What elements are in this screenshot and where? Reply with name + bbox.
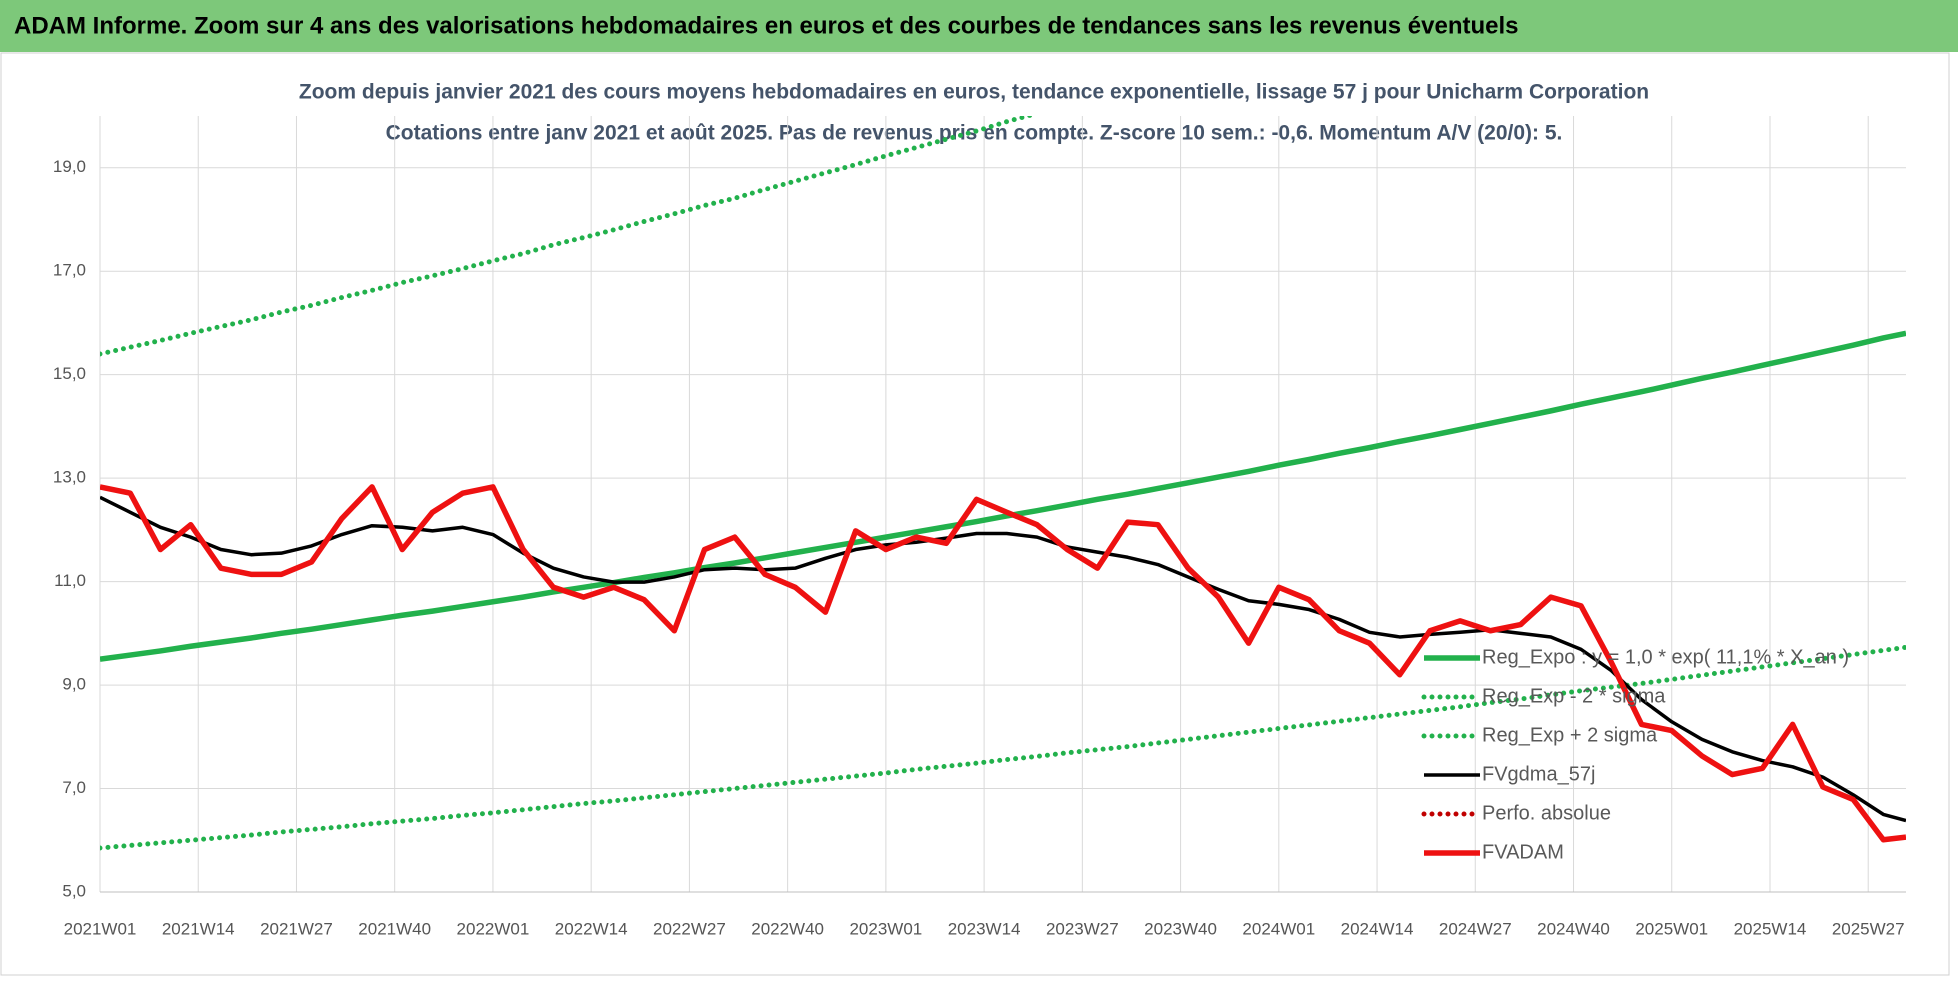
x-tick-label: 2021W14 [162,919,235,938]
y-tick-label: 11,0 [54,571,86,590]
banner-bg [0,0,1958,52]
x-tick-label: 2023W27 [1046,919,1119,938]
x-tick-label: 2025W14 [1734,919,1807,938]
series-line [100,495,1906,823]
x-tick-label: 2021W40 [358,919,431,938]
chart-subtitle: Cotations entre janv 2021 et août 2025. … [386,122,1563,145]
series-line [100,644,1906,851]
chart-title: Zoom depuis janvier 2021 des cours moyen… [299,81,1649,104]
x-tick-label: 2021W27 [260,919,333,938]
y-tick-label: 7,0 [62,778,86,797]
x-tick-label: 2024W01 [1242,919,1315,938]
legend-label: FVgdma_57j [1482,763,1595,785]
x-tick-label: 2022W27 [653,919,726,938]
x-tick-label: 2022W14 [555,919,628,938]
x-tick-label: 2023W01 [849,919,922,938]
legend-label: Reg_Exp - 2 * sigma [1482,685,1666,707]
legend-label: FVADAM [1482,841,1564,863]
x-tick-label: 2023W40 [1144,919,1217,938]
y-tick-label: 15,0 [53,364,86,383]
y-tick-label: 19,0 [53,157,86,176]
series-line [100,484,1906,843]
x-tick-label: 2021W01 [64,919,137,938]
y-tick-label: 17,0 [53,261,86,280]
banner: ADAM Informe. Zoom sur 4 ans des valoris… [14,12,1519,39]
frame [0,52,1950,976]
series-line [100,330,1906,662]
x-tick-label: 2022W01 [457,919,530,938]
legend-label: Reg_Expo : y = 1,0 * exp( 11,1% * X_an ) [1482,646,1849,668]
x-tick-label: 2024W40 [1537,919,1610,938]
y-tick-label: 13,0 [53,468,86,487]
legend-label: Reg_Exp + 2 sigma [1482,724,1658,746]
y-tick-label: 9,0 [62,675,86,694]
x-tick-label: 2024W27 [1439,919,1512,938]
x-tick-label: 2022W40 [751,919,824,938]
series-line [100,116,1038,357]
x-tick-label: 2025W01 [1635,919,1708,938]
legend-label: Perfo. absolue [1482,802,1611,824]
x-tick-label: 2025W27 [1832,919,1905,938]
x-tick-label: 2023W14 [948,919,1021,938]
y-tick-label: 5,0 [62,881,86,900]
x-tick-label: 2024W14 [1341,919,1414,938]
